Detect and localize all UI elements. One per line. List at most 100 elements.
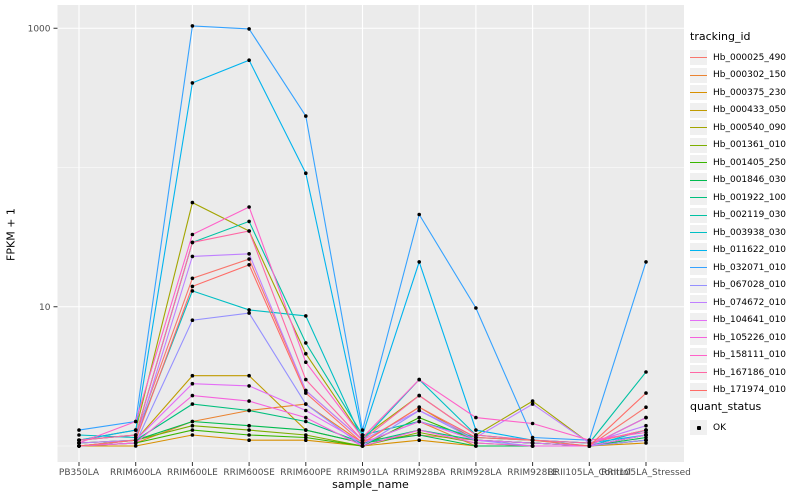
legend-label: Hb_105226_010	[713, 332, 787, 343]
legend-title: tracking_id	[690, 30, 751, 43]
data-point	[190, 433, 195, 437]
data-point	[190, 254, 195, 259]
data-point	[530, 399, 535, 403]
data-point	[304, 314, 308, 318]
series-color-line-icon	[690, 302, 707, 304]
data-point	[304, 341, 308, 345]
data-point	[77, 428, 81, 432]
data-point	[417, 408, 422, 413]
legend-color-key	[690, 120, 707, 136]
data-point	[304, 428, 308, 432]
data-point	[417, 438, 422, 443]
legend-label: Hb_074672_010	[713, 297, 787, 308]
data-point	[304, 377, 308, 382]
data-point	[247, 373, 251, 378]
data-point	[190, 428, 195, 432]
legend-color-key	[690, 137, 707, 153]
x-tick-label: RRIM928LE	[507, 468, 558, 478]
data-point	[474, 415, 478, 420]
data-point	[644, 428, 648, 432]
data-point	[417, 415, 422, 420]
legend-label: Hb_000433_050	[713, 105, 787, 116]
legend-item: Hb_000540_090	[690, 119, 800, 137]
data-point	[247, 27, 251, 31]
data-point	[474, 433, 478, 437]
data-point	[190, 318, 195, 323]
data-point	[417, 260, 422, 264]
data-point	[417, 433, 422, 437]
data-point	[133, 441, 138, 445]
data-point	[417, 393, 422, 398]
legend-item: Hb_003938_030	[690, 224, 800, 242]
legend-item-list: Hb_000025_490 Hb_000302_150 Hb_000375_230 H…	[690, 49, 800, 399]
data-point	[133, 435, 138, 440]
legend-label: Hb_001922_100	[713, 192, 787, 203]
series-color-line-icon	[690, 109, 707, 111]
data-point	[530, 402, 535, 406]
data-point	[190, 393, 195, 398]
legend-color-key	[690, 312, 707, 328]
data-point	[77, 438, 81, 443]
legend-color-key	[690, 207, 707, 223]
x-tick-label: RRIM928LA	[450, 468, 502, 478]
data-point	[304, 438, 308, 443]
legend-label: Hb_104641_010	[713, 315, 787, 326]
data-point	[474, 438, 478, 443]
data-point	[304, 419, 308, 424]
x-tick-label: PB350LA	[59, 468, 100, 478]
x-axis-title: sample_name	[332, 478, 409, 491]
data-point	[190, 419, 195, 424]
legend-color-key	[690, 190, 707, 206]
data-point	[247, 308, 251, 312]
data-point	[644, 391, 648, 395]
data-point	[133, 428, 138, 432]
legend-label: Hb_001405_250	[713, 157, 787, 168]
data-point	[530, 444, 535, 448]
series-color-line-icon	[690, 319, 707, 321]
data-point	[304, 391, 308, 395]
y-axis-title: FPKM + 1	[4, 208, 18, 261]
legend-color-key	[690, 155, 707, 171]
data-point	[360, 428, 365, 432]
data-point	[530, 435, 535, 440]
data-point	[247, 438, 251, 443]
data-point	[417, 212, 422, 217]
data-point	[304, 415, 308, 420]
data-point	[417, 377, 422, 382]
legend-item: Hb_002119_030	[690, 207, 800, 225]
data-point	[644, 435, 648, 440]
legend-color-key	[690, 347, 707, 363]
series-color-line-icon	[690, 372, 707, 374]
data-point	[530, 441, 535, 445]
data-point	[644, 405, 648, 410]
series-color-line-icon	[690, 162, 707, 164]
legend-item: Hb_001922_100	[690, 189, 800, 207]
series-color-line-icon	[690, 267, 707, 269]
series-color-line-icon	[690, 337, 707, 339]
data-point	[77, 444, 81, 448]
data-point	[474, 441, 478, 445]
x-tick-label: RRIM901LA	[337, 468, 389, 478]
legend-label: Hb_003938_030	[713, 227, 787, 238]
series-color-line-icon	[690, 214, 707, 216]
data-point	[190, 24, 195, 28]
legend-color-key	[690, 260, 707, 276]
data-point	[360, 444, 365, 448]
point-marker-icon	[696, 425, 701, 430]
series-color-line-icon	[690, 249, 707, 251]
data-point	[247, 433, 251, 437]
data-point	[190, 381, 195, 386]
data-point	[304, 433, 308, 437]
legend-tracking-id: tracking_id Hb_000025_490 Hb_000302_150 Hb…	[690, 30, 800, 399]
legend-item: Hb_074672_010	[690, 294, 800, 312]
data-point	[474, 435, 478, 440]
legend-color-key	[690, 295, 707, 311]
legend-item: Hb_067028_010	[690, 277, 800, 295]
data-point	[247, 399, 251, 403]
data-point	[587, 444, 592, 448]
data-point	[474, 306, 478, 310]
data-point	[644, 370, 648, 374]
data-point	[247, 423, 251, 428]
data-point	[247, 205, 251, 209]
